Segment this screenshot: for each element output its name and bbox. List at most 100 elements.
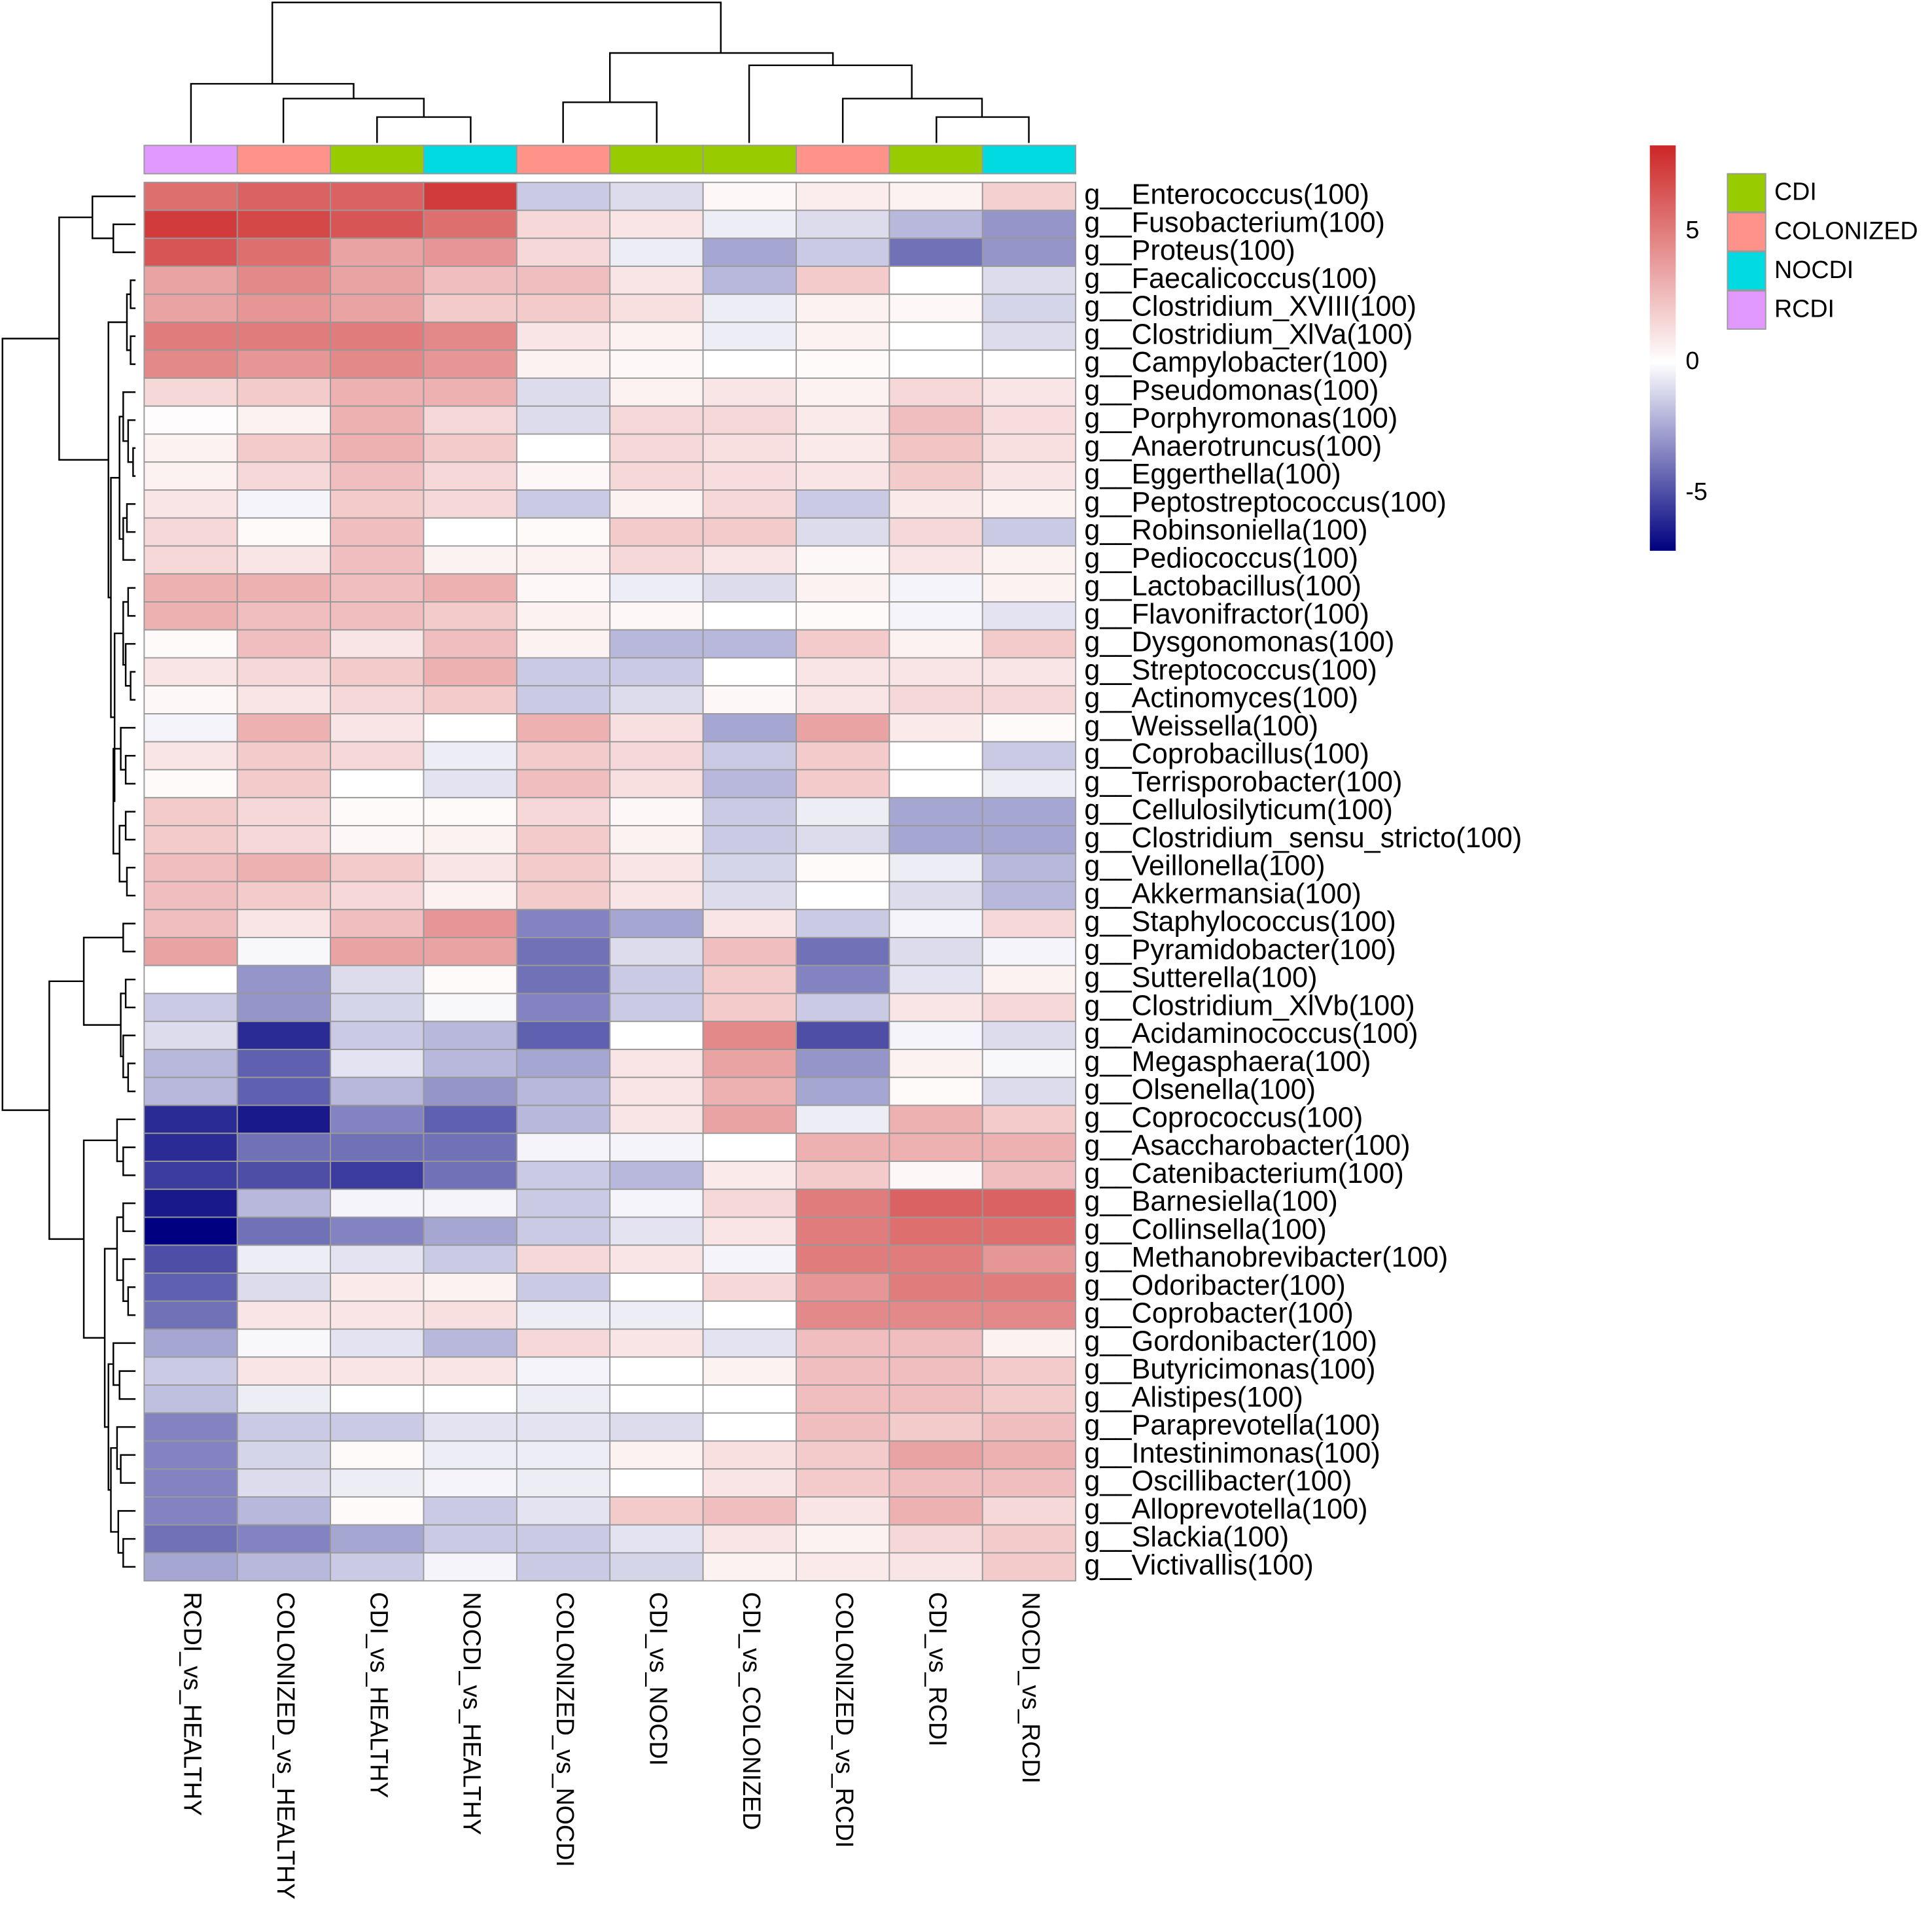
heatmap-cell bbox=[609, 1049, 704, 1078]
heatmap-cell bbox=[236, 992, 332, 1023]
heatmap-cell bbox=[702, 349, 797, 379]
heatmap-cell bbox=[888, 378, 983, 407]
heatmap-cell bbox=[981, 378, 1077, 407]
heatmap-cell bbox=[143, 1244, 238, 1274]
heatmap-cell bbox=[796, 1356, 890, 1386]
heatmap-cell bbox=[609, 1300, 704, 1330]
row-label: g__Proteus(100) bbox=[1084, 235, 1295, 266]
heatmap-cell bbox=[516, 433, 611, 463]
heatmap-cell bbox=[330, 937, 425, 966]
heatmap-cell bbox=[423, 685, 518, 714]
heatmap-cell bbox=[330, 1273, 425, 1302]
heatmap-cell bbox=[702, 1468, 797, 1498]
row-label: g__Clostridium_XlVb(100) bbox=[1084, 990, 1414, 1021]
heatmap-cell bbox=[609, 992, 704, 1023]
heatmap-cell bbox=[330, 1356, 425, 1386]
heatmap-cell bbox=[888, 852, 983, 883]
row-label: g__Alistipes(100) bbox=[1084, 1382, 1303, 1413]
heatmap-cell bbox=[888, 657, 983, 687]
heatmap-cell bbox=[796, 181, 890, 211]
row-label: g__Pyramidobacter(100) bbox=[1084, 934, 1396, 966]
heatmap-cell bbox=[516, 1076, 611, 1106]
heatmap-cell bbox=[143, 1021, 238, 1050]
heatmap-cell bbox=[330, 405, 425, 435]
heatmap-cell bbox=[516, 685, 611, 714]
heatmap-cell bbox=[236, 1133, 332, 1162]
heatmap-cell bbox=[702, 1384, 797, 1414]
heatmap-cell bbox=[516, 629, 611, 659]
heatmap-cell bbox=[423, 825, 518, 854]
heatmap-cell bbox=[609, 769, 704, 799]
heatmap-cell bbox=[702, 881, 797, 911]
heatmap-cell bbox=[702, 713, 797, 743]
heatmap-cell bbox=[609, 657, 704, 687]
heatmap-cell bbox=[888, 573, 983, 603]
column-label: CDI_vs_HEALTHY bbox=[365, 1592, 393, 1798]
heatmap-cell bbox=[236, 825, 332, 854]
heatmap-cell bbox=[423, 1524, 518, 1554]
heatmap-cell bbox=[796, 937, 890, 966]
heatmap-cell bbox=[702, 1356, 797, 1386]
heatmap-cell bbox=[981, 937, 1077, 966]
heatmap-cell bbox=[888, 489, 983, 519]
heatmap-cell bbox=[423, 1300, 518, 1330]
heatmap-cell bbox=[330, 769, 425, 799]
heatmap-cell bbox=[143, 293, 238, 323]
heatmap-cell bbox=[423, 769, 518, 799]
heatmap-cell bbox=[143, 545, 238, 575]
heatmap-cell bbox=[702, 266, 797, 295]
heatmap-cell bbox=[702, 433, 797, 463]
row-label: g__Catenibacterium(100) bbox=[1084, 1158, 1404, 1189]
heatmap-cell bbox=[888, 237, 983, 267]
row-label: g__Coprobacillus(100) bbox=[1084, 739, 1369, 770]
heatmap-cell bbox=[702, 1021, 797, 1050]
heatmap-cell bbox=[516, 489, 611, 519]
legend-swatch bbox=[1727, 173, 1766, 213]
heatmap-cell bbox=[702, 461, 797, 491]
heatmap-cell bbox=[796, 629, 890, 659]
heatmap-cell bbox=[236, 881, 332, 911]
heatmap-cell bbox=[888, 601, 983, 631]
heatmap-cell bbox=[423, 1412, 518, 1442]
heatmap-cell bbox=[516, 825, 611, 854]
heatmap-cell bbox=[702, 1300, 797, 1330]
heatmap-cell bbox=[516, 573, 611, 603]
heatmap-cell bbox=[330, 825, 425, 854]
heatmap-cell bbox=[796, 713, 890, 743]
heatmap-cell bbox=[888, 713, 983, 743]
heatmap-cell bbox=[423, 433, 518, 463]
heatmap-cell bbox=[609, 881, 704, 911]
heatmap-cell bbox=[516, 378, 611, 407]
heatmap-cell bbox=[516, 181, 611, 211]
heatmap-cell bbox=[609, 321, 704, 351]
heatmap-cell bbox=[236, 321, 332, 351]
row-label: g__Intestinimonas(100) bbox=[1084, 1437, 1380, 1469]
heatmap-cell bbox=[423, 964, 518, 994]
heatmap-cell bbox=[330, 489, 425, 519]
heatmap-cell bbox=[888, 937, 983, 966]
heatmap-cell bbox=[609, 852, 704, 883]
heatmap-cell bbox=[888, 1552, 983, 1582]
annotation-cell bbox=[609, 145, 704, 175]
heatmap-cell bbox=[981, 1384, 1077, 1414]
heatmap-cell bbox=[236, 1021, 332, 1050]
legend-label: NOCDI bbox=[1774, 256, 1853, 283]
heatmap-cell bbox=[609, 1273, 704, 1302]
heatmap-cell bbox=[236, 1273, 332, 1302]
row-label: g__Pediococcus(100) bbox=[1084, 542, 1358, 574]
legend-label: CDI bbox=[1774, 178, 1817, 205]
heatmap-cell bbox=[236, 266, 332, 295]
heatmap-cell bbox=[236, 461, 332, 491]
heatmap-cell bbox=[981, 1440, 1077, 1470]
heatmap-cell bbox=[796, 964, 890, 994]
heatmap-cell bbox=[702, 405, 797, 435]
heatmap-cell bbox=[330, 517, 425, 547]
heatmap-cell bbox=[702, 937, 797, 966]
heatmap-cell bbox=[330, 852, 425, 883]
heatmap-cell bbox=[609, 181, 704, 211]
heatmap-cell bbox=[330, 685, 425, 714]
heatmap-cell bbox=[796, 909, 890, 938]
heatmap-cell bbox=[423, 461, 518, 491]
heatmap-cell bbox=[423, 1076, 518, 1106]
heatmap-cell bbox=[796, 209, 890, 239]
